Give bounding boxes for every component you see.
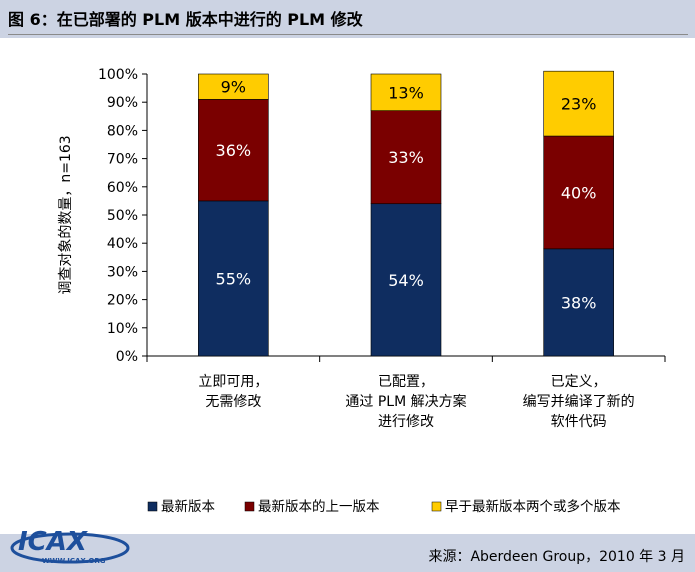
y-tick-label: 80%: [107, 123, 138, 139]
x-tick-label: 编写并编译了新的: [523, 394, 635, 410]
legend-entry: 最新版本的上一版本: [258, 499, 380, 515]
bar-segment: [370, 203, 442, 357]
icax-logo: ICAX WWW.ICAX.ORG: [10, 527, 130, 565]
x-tick-label: 已定义，: [551, 374, 607, 390]
data-label: 40%: [561, 183, 597, 202]
x-tick-label: 软件代码: [551, 414, 607, 430]
y-tick-label: 60%: [107, 180, 138, 196]
legend-swatch: [244, 501, 255, 512]
x-tick-label: 无需修改: [205, 394, 261, 410]
bar-segment: [198, 200, 269, 357]
y-tick-label: 20%: [107, 293, 138, 309]
y-tick-label: 100%: [98, 67, 138, 83]
svg-text:ICAX: ICAX: [18, 527, 89, 557]
x-tick-label: 进行修改: [378, 414, 434, 430]
y-tick-label: 30%: [107, 264, 138, 280]
legend-swatch: [431, 501, 442, 512]
y-tick-label: 40%: [107, 236, 138, 252]
data-label: 23%: [561, 95, 597, 114]
x-tick-label: 立即可用，: [198, 374, 268, 390]
legend-entry: 早于最新版本两个或多个版本: [445, 498, 621, 515]
source-note: 来源：Aberdeen Group，2010 年 3 月: [428, 549, 685, 565]
bar-segment: [370, 110, 442, 205]
y-tick-label: 10%: [107, 321, 138, 337]
chart-title: 图 6：在已部署的 PLM 版本中进行的 PLM 修改: [8, 6, 688, 35]
legend-swatch: [147, 501, 158, 512]
svg-text:WWW.ICAX.ORG: WWW.ICAX.ORG: [42, 557, 106, 565]
bar-segment: [543, 135, 614, 250]
y-tick-label: 0%: [116, 349, 138, 365]
bar-segment: [543, 248, 614, 357]
plot-area: 0% 10% 20% 30% 40% 50% 60% 70% 80% 90% 100% 调查对象的数量…: [58, 67, 666, 430]
x-tick-label: 通过 PLM 解决方案: [345, 393, 466, 410]
data-label: 13%: [388, 83, 424, 102]
data-label: 33%: [388, 148, 424, 167]
y-tick-label: 70%: [107, 152, 138, 168]
data-label: 54%: [388, 271, 424, 290]
data-label: 55%: [216, 269, 252, 288]
bar-segment: [198, 73, 269, 100]
data-label: 36%: [216, 141, 252, 160]
y-tick-label: 90%: [107, 95, 138, 111]
y-tick-label: 50%: [107, 208, 138, 224]
bar-segment: [198, 99, 269, 202]
y-axis-label: 调查对象的数量，n=163: [58, 135, 74, 294]
bar-segment: [543, 70, 614, 137]
legend-entry: 最新版本: [161, 499, 215, 515]
bar-segment: [370, 73, 442, 111]
data-label: 9%: [221, 78, 246, 97]
x-tick-label: 已配置，: [378, 374, 434, 390]
data-label: 38%: [561, 293, 597, 312]
legend: 最新版本 最新版本的上一版本 早于最新版本两个或多个版本: [147, 498, 621, 515]
